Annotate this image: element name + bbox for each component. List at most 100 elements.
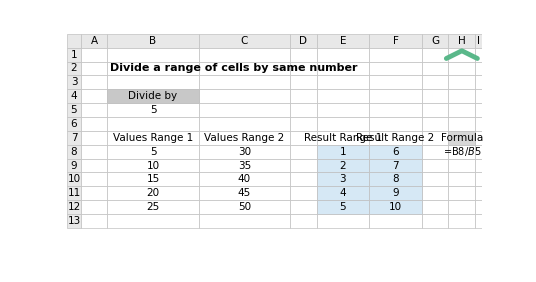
Bar [448, 48, 475, 61]
Bar [422, 145, 448, 158]
Bar [67, 131, 81, 145]
Text: 25: 25 [146, 202, 160, 212]
Bar [448, 158, 475, 172]
Bar [81, 48, 107, 61]
Bar [199, 61, 290, 75]
Bar [317, 89, 369, 103]
Bar [107, 172, 199, 186]
Text: 6: 6 [392, 147, 399, 157]
Bar [290, 117, 317, 131]
Text: Divide by: Divide by [129, 91, 177, 101]
Bar [81, 186, 107, 200]
Bar [369, 186, 422, 200]
Bar [107, 131, 199, 145]
Text: 5: 5 [150, 147, 157, 157]
Text: 5: 5 [71, 105, 77, 115]
Text: I: I [478, 36, 480, 46]
Bar [475, 158, 482, 172]
Bar [422, 34, 448, 48]
Bar [317, 200, 369, 214]
Bar [448, 214, 475, 228]
Bar [475, 103, 482, 117]
Text: Values Range 2: Values Range 2 [204, 133, 285, 143]
Bar [290, 186, 317, 200]
Bar [107, 75, 199, 89]
Text: 40: 40 [238, 174, 251, 184]
Text: 10: 10 [389, 202, 402, 212]
Bar [199, 75, 290, 89]
Bar [369, 200, 422, 214]
Bar [422, 131, 448, 145]
Bar [448, 172, 475, 186]
Text: G: G [431, 36, 439, 46]
Bar [107, 117, 199, 131]
Bar [317, 200, 369, 214]
Bar [199, 200, 290, 214]
Bar [369, 75, 422, 89]
Text: 5: 5 [340, 202, 346, 212]
Text: 9: 9 [71, 160, 77, 171]
Bar [199, 117, 290, 131]
Bar [422, 61, 448, 75]
Text: 1: 1 [340, 147, 346, 157]
Bar [199, 186, 290, 200]
Bar [448, 200, 475, 214]
Text: 35: 35 [238, 160, 251, 171]
Bar [369, 158, 422, 172]
Bar [290, 131, 317, 145]
Bar [448, 186, 475, 200]
Bar [317, 186, 369, 200]
Bar [448, 103, 475, 117]
Bar [369, 200, 422, 214]
Text: F: F [393, 36, 399, 46]
Bar [199, 172, 290, 186]
Text: 5: 5 [150, 105, 157, 115]
Text: 13: 13 [68, 216, 80, 226]
Text: 10: 10 [146, 160, 160, 171]
Bar [317, 145, 369, 158]
Bar [67, 186, 81, 200]
Bar [81, 214, 107, 228]
Bar [448, 131, 475, 145]
Text: B: B [150, 36, 157, 46]
Text: Result Range 2: Result Range 2 [356, 133, 435, 143]
Bar [317, 172, 369, 186]
Bar [81, 89, 107, 103]
Text: 4: 4 [71, 91, 77, 101]
Bar [107, 186, 199, 200]
Text: Formula: Formula [441, 133, 483, 143]
Text: =B8/$B$5: =B8/$B$5 [443, 145, 481, 158]
Bar [422, 48, 448, 61]
Bar [422, 75, 448, 89]
Bar [317, 61, 369, 75]
Bar [67, 48, 81, 61]
Bar [81, 145, 107, 158]
Bar [369, 89, 422, 103]
Bar [107, 61, 199, 75]
Bar [107, 89, 199, 103]
Text: 1: 1 [71, 50, 77, 60]
Text: H: H [458, 36, 466, 46]
Bar [199, 214, 290, 228]
Bar [448, 75, 475, 89]
Text: Divide a range of cells by same number: Divide a range of cells by same number [110, 63, 358, 74]
Bar [422, 214, 448, 228]
Bar [448, 89, 475, 103]
Bar [199, 103, 290, 117]
Text: 12: 12 [68, 202, 80, 212]
Bar [107, 214, 199, 228]
Bar [199, 89, 290, 103]
Bar [317, 131, 369, 145]
Bar [81, 34, 107, 48]
Text: 7: 7 [71, 133, 77, 143]
Bar [369, 214, 422, 228]
Text: 9: 9 [392, 188, 399, 198]
Text: 3: 3 [340, 174, 346, 184]
Bar [475, 48, 482, 61]
Bar [107, 89, 199, 103]
Bar [317, 75, 369, 89]
Bar [317, 158, 369, 172]
Bar [475, 214, 482, 228]
Text: 7: 7 [392, 160, 399, 171]
Bar [290, 145, 317, 158]
